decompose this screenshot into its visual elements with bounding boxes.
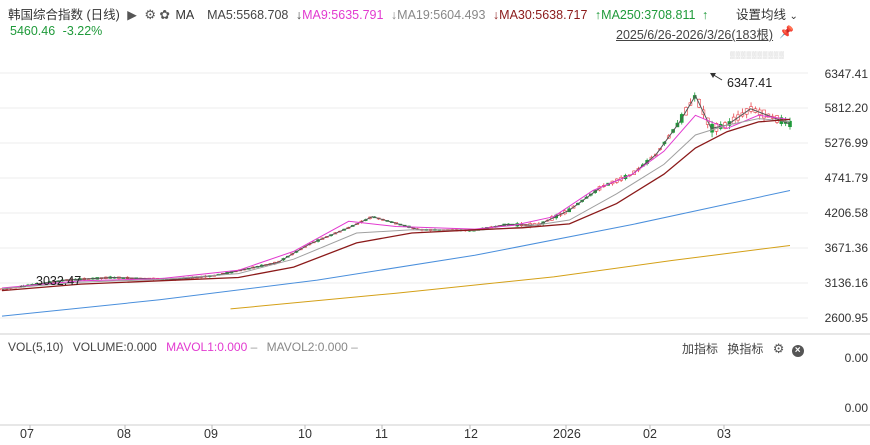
header-row: 韩国综合指数 (日线) ▶ ⚙ ✿ MA MA5:5568.708 ↓MA9:5…: [8, 4, 708, 23]
x-tick-label: 10: [298, 427, 312, 441]
x-tick-label: 12: [464, 427, 478, 441]
gridlines: [0, 72, 808, 319]
x-tick-label: 02: [643, 427, 657, 441]
ma5-value: MA5:5568.708: [207, 8, 289, 22]
series-line-ma250: [1, 190, 791, 317]
ma30-value: MA30:5638.717: [499, 8, 588, 22]
chevron-down-icon: ⌄: [789, 11, 798, 22]
low-annotation: 3032.47: [36, 274, 82, 288]
y-tick-label: 3136.16: [824, 276, 868, 290]
high-annotation: 6347.41: [727, 76, 773, 90]
series-line-ma30: [1, 118, 791, 292]
x-tick-label: 09: [204, 427, 218, 441]
volume-y-label: 0.00: [844, 351, 868, 365]
series-line-ma250b: [230, 245, 791, 310]
index-name: 韩国综合指数 (日线): [8, 8, 120, 22]
y-tick-label: 3671.36: [824, 241, 868, 255]
x-tick-label: 07: [20, 427, 34, 441]
y-tick-label: 2600.95: [824, 311, 868, 325]
high-arrowhead-icon: [710, 73, 716, 78]
price-row: 5460.46 -3.22%: [10, 24, 102, 38]
up-arrow-icon: ↑: [701, 8, 709, 22]
y-tick-label: 5276.99: [824, 136, 868, 150]
series-line-ma19: [1, 118, 791, 290]
dash-icon: –: [351, 340, 358, 354]
x-tick-label: 11: [375, 427, 388, 441]
ma-label: MA: [175, 8, 194, 22]
close-icon[interactable]: ×: [791, 345, 804, 357]
y-tick-label: 4741.79: [824, 171, 868, 185]
series-line-ma9: [1, 114, 791, 289]
series-line-ma5: [1, 94, 791, 290]
ma-lines: [1, 94, 791, 317]
ma-settings-icon[interactable]: ✿: [159, 8, 171, 22]
ma-settings-button[interactable]: 设置均线 ⌄: [736, 4, 798, 23]
indicator-controls: 加指标 换指标 ⚙ ×: [682, 340, 804, 357]
up-arrow-icon: ↑: [594, 8, 602, 22]
mavol2-value: MAVOL2:0.000: [266, 340, 348, 354]
volume-value: VOLUME:0.000: [72, 340, 157, 354]
down-arrow-icon: ↓: [295, 8, 303, 22]
price-change: -3.22%: [62, 24, 103, 38]
ma-settings-label: 设置均线: [736, 8, 787, 22]
down-arrow-icon: ↓: [390, 8, 398, 22]
ma9-value: MA9:5635.791: [302, 8, 384, 22]
y-tick-label: 6347.41: [824, 67, 868, 81]
vol-label: VOL(5,10): [8, 340, 64, 354]
volume-header: VOL(5,10) VOLUME:0.000 MAVOL1:0.000 – MA…: [8, 340, 358, 354]
add-indicator-button[interactable]: 加指标: [682, 342, 719, 356]
play-icon[interactable]: ▶: [127, 8, 137, 22]
x-tick-label: 2026: [553, 427, 581, 441]
current-price: 5460.46: [10, 24, 56, 38]
x-tick-label: 08: [117, 427, 131, 441]
date-range[interactable]: 2025/6/26-2026/3/26(183根): [616, 24, 773, 43]
date-range-label: 2025/6/26-2026/3/26(183根): [616, 28, 774, 42]
x-ticks: [29, 425, 725, 429]
ma19-value: MA19:5604.493: [397, 8, 486, 22]
switch-indicator-button[interactable]: 换指标: [727, 342, 764, 356]
y-tick-label: 5812.20: [824, 101, 868, 115]
y-tick-label: 4206.58: [824, 206, 868, 220]
dash-icon: –: [250, 340, 258, 354]
gear-icon[interactable]: ⚙: [772, 341, 785, 356]
volume-y-label: 0.00: [844, 401, 868, 415]
x-tick-label: 03: [717, 427, 731, 441]
low-arrow-icon: ←: [18, 280, 28, 291]
gear-icon[interactable]: ⚙: [144, 7, 157, 22]
mavol1-value: MAVOL1:0.000: [166, 340, 248, 354]
pin-icon[interactable]: 📌: [779, 25, 794, 39]
down-arrow-icon: ↓: [492, 8, 500, 22]
ma250-value: MA250:3708.811: [601, 8, 696, 22]
watermark-dots: ▒▒▒▒▒▒▒▒▒▒: [730, 52, 785, 59]
